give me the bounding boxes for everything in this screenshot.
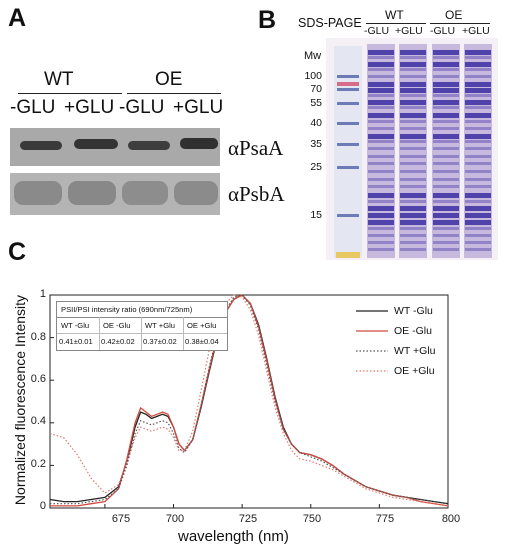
ratio-table-value: 0.38±0.04 [185,337,219,346]
x-tick-label: 800 [441,513,461,525]
ratio-table-value: 0.41±0.01 [59,337,93,346]
ratio-table-divider [183,317,184,350]
y-axis-title: Normalized fluorescence Intensity [12,294,28,506]
mw-marker-label: 35 [310,138,322,150]
psbA-blot-image [10,173,220,215]
panel-a-letter: A [8,4,27,32]
ratio-table: PSII/PSI intensity ratio (690nm/725nm) W… [56,301,228,351]
panel-b-letter: B [258,6,277,34]
gel-lane-label: -GLU [430,25,456,37]
x-tick-label: 725 [238,513,258,525]
blot-lane-label: +GLU [173,97,224,118]
blot-band [180,138,218,149]
legend-label: WT +Glu [394,345,436,357]
gel-lane-label: +GLU [395,25,423,37]
psaA-blot-image [10,128,220,166]
ratio-table-divider [99,317,100,350]
gel-group-wt: WT [385,8,404,22]
ratio-table-divider [57,317,227,318]
blot-band [128,141,170,150]
ratio-table-title: PSII/PSI intensity ratio (690nm/725nm) [61,305,193,314]
gel-group-oe-underline [430,23,490,24]
x-tick-label: 675 [111,513,131,525]
mw-marker-label: 100 [304,70,322,82]
gel-title: SDS-PAGE [298,16,362,30]
blot-band [74,139,118,149]
gel-group-oe: OE [445,8,463,22]
ratio-table-header: WT +Glu [145,321,176,330]
y-tick-label: 1 [39,288,46,300]
blot-band [68,181,116,205]
mw-marker-label: 25 [310,161,322,173]
blot-lane-label: -GLU [119,97,165,118]
x-tick-label: 750 [302,513,322,525]
ratio-table-value: 0.42±0.02 [101,337,135,346]
y-tick-label: 0 [39,500,46,512]
x-tick-label: 700 [165,513,185,525]
plot-frame [49,294,449,509]
blot-group-wt-underline [18,93,122,94]
gel-group-wt-underline [366,23,426,24]
panel-c-letter: C [8,238,27,266]
mw-marker-label: 40 [310,117,322,129]
ratio-table-header: WT -Glu [61,321,90,330]
ratio-table-header: OE -Glu [103,321,131,330]
blot-group-oe-underline [127,93,221,94]
legend-label: WT -Glu [394,305,433,317]
blot-band [20,141,62,150]
y-tick-label: 0.6 [30,373,46,385]
gel-lane-label: +GLU [462,25,490,37]
blot-band [14,181,62,205]
blot-lane-label: -GLU [10,97,56,118]
y-tick-label: 0.8 [30,331,46,343]
psbA-antibody-label: αPsbA [228,182,285,206]
ratio-table-divider [141,317,142,350]
mw-marker-label: 70 [310,83,322,95]
gel-lane-label: -GLU [364,25,390,37]
ratio-table-value: 0.37±0.02 [143,337,177,346]
blot-band [174,181,218,205]
x-axis-title: wavelength (nm) [178,528,289,545]
x-tick-label: 775 [375,513,395,525]
y-tick-label: 0.2 [30,458,46,470]
blot-band [122,181,168,205]
ratio-table-divider [57,333,227,334]
legend-label: OE +Glu [394,365,435,377]
legend-label: OE -Glu [394,325,432,337]
mw-marker-label: 15 [310,209,322,221]
blot-group-wt: WT [44,69,74,90]
blot-group-oe: OE [155,69,183,90]
ratio-table-header: OE +Glu [187,321,217,330]
psaA-antibody-label: αPsaA [228,136,284,160]
mw-label: Mw [304,50,322,62]
y-tick-label: 0.4 [30,415,46,427]
blot-lane-label: +GLU [64,97,115,118]
mw-marker-label: 55 [310,97,322,109]
